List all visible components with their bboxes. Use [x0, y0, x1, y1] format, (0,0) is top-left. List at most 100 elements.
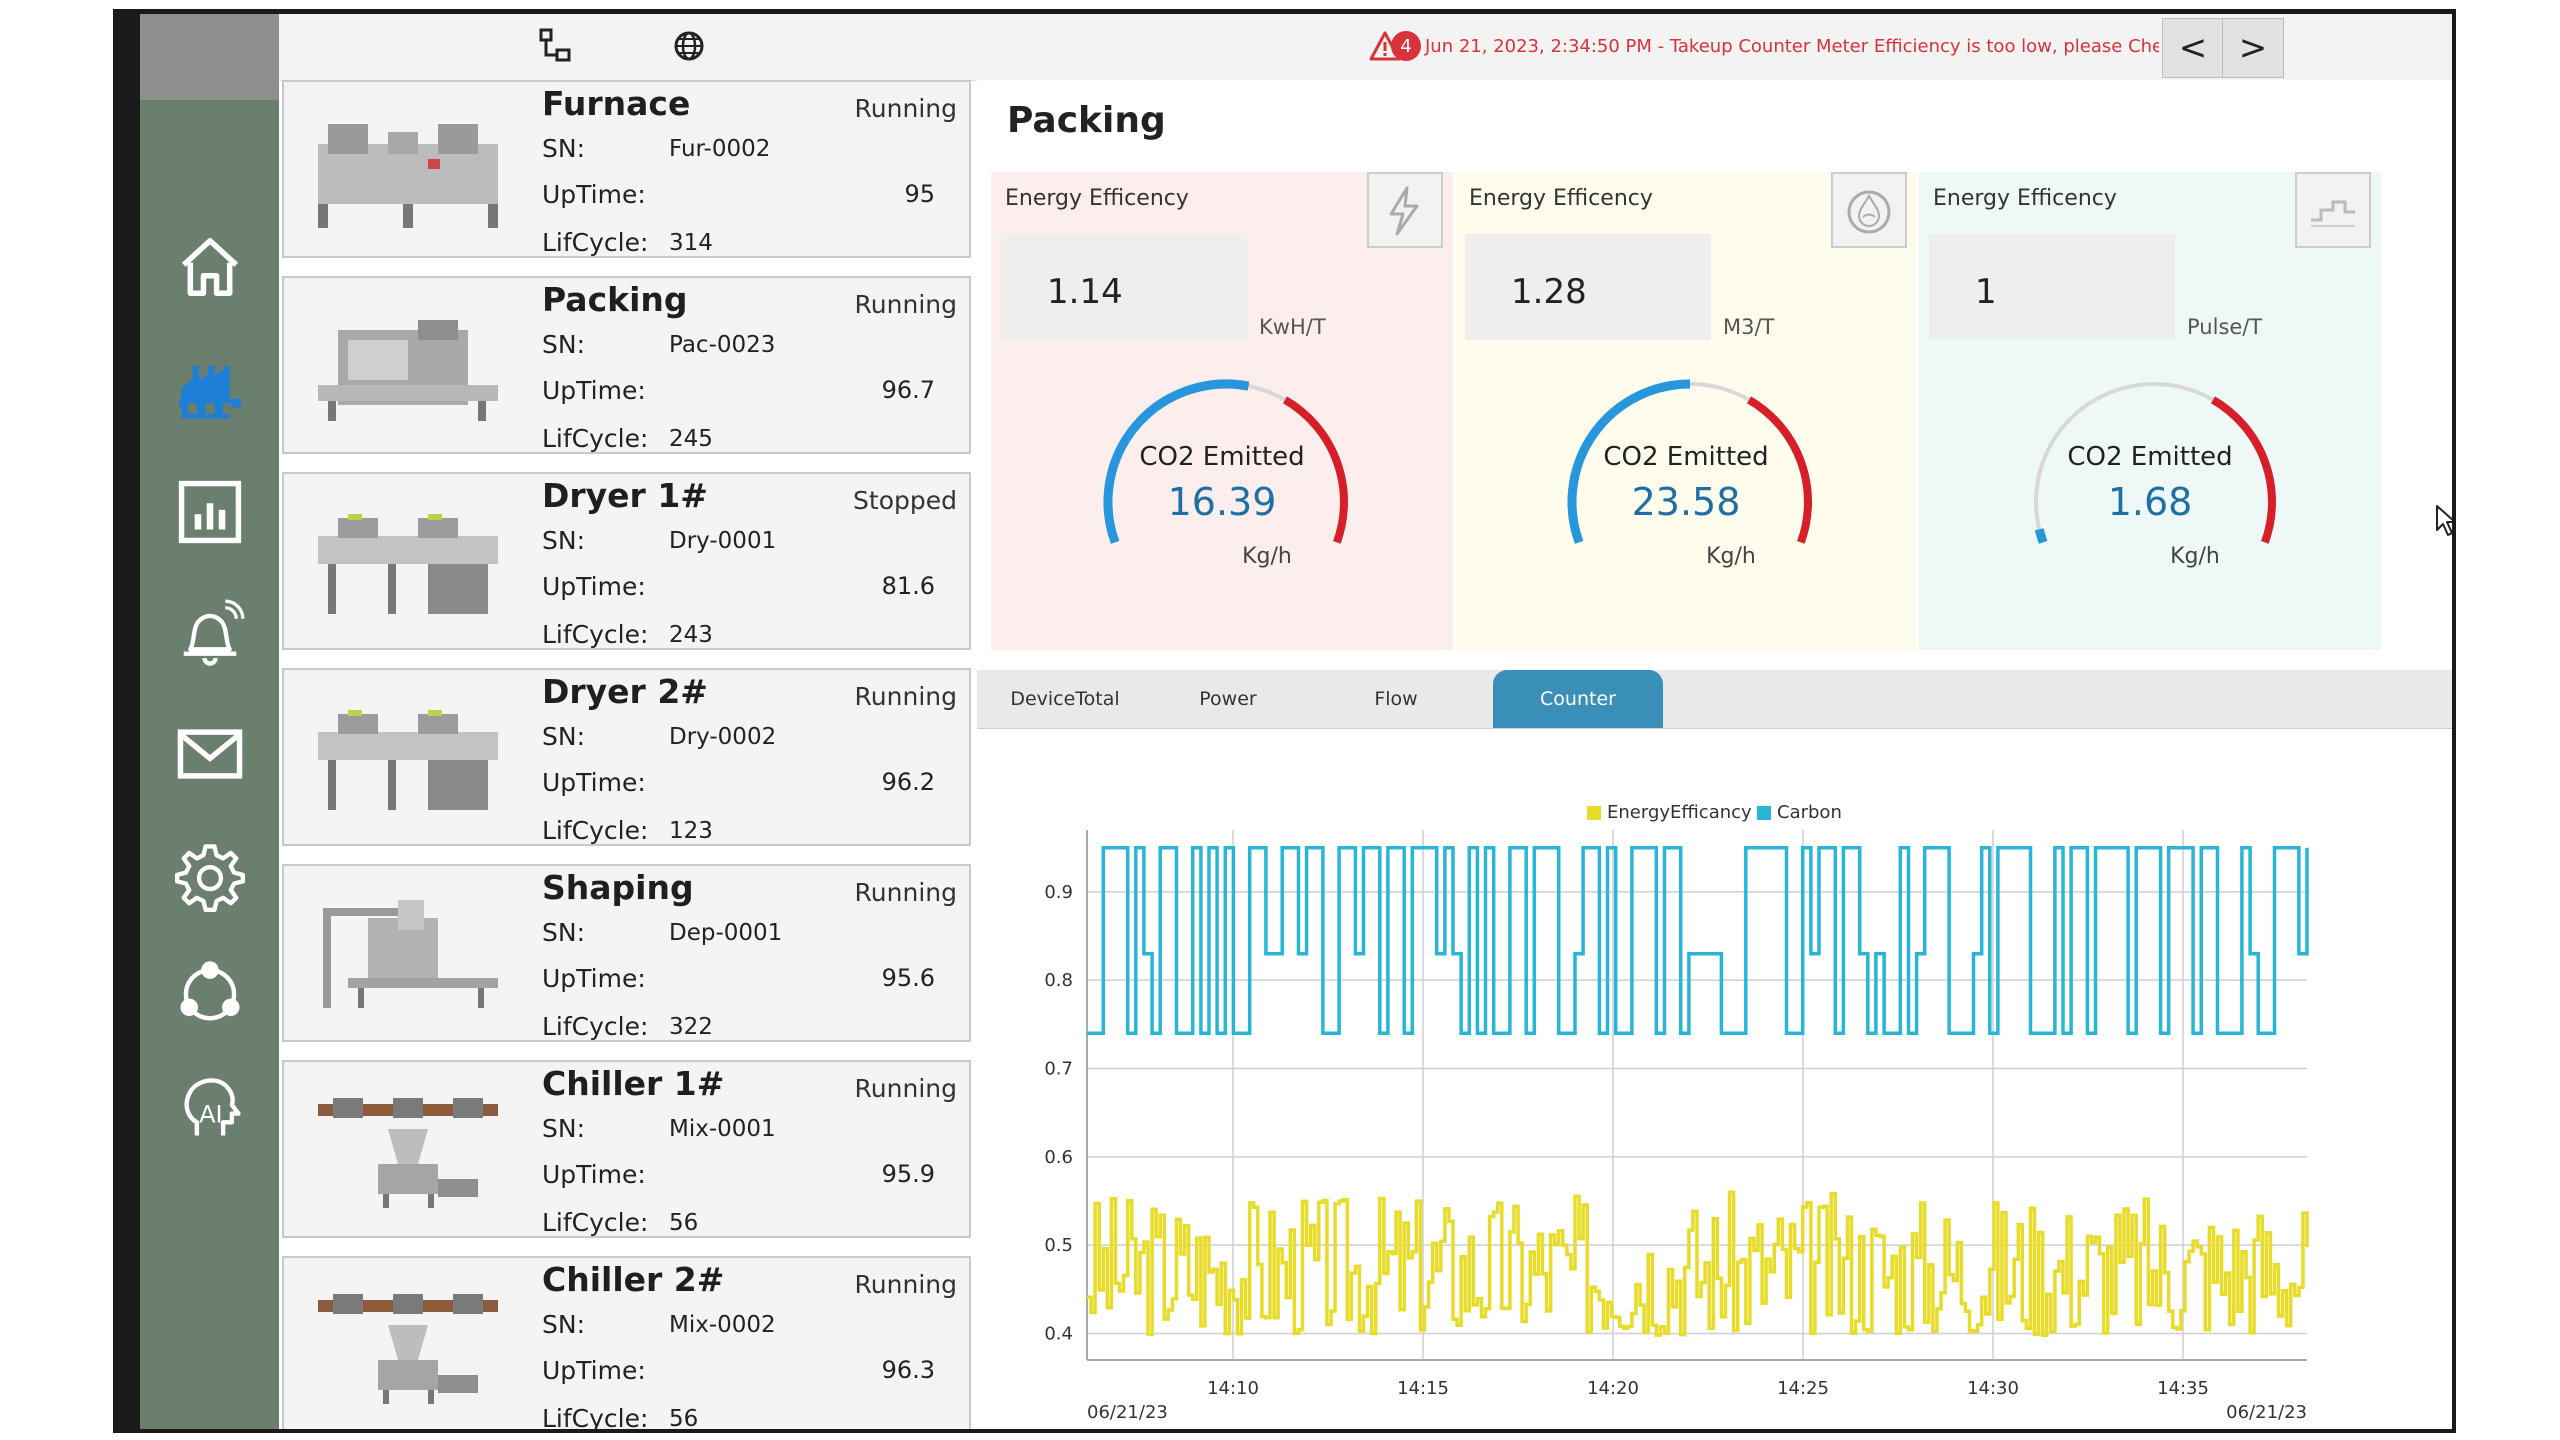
device-uptime: 95 — [904, 180, 935, 208]
device-name: Packing — [542, 280, 688, 319]
energy-value-box — [1465, 234, 1711, 340]
energy-efficiency-label: Energy Efficency — [1005, 186, 1189, 211]
co2-gauge — [1103, 379, 1348, 544]
network-icon[interactable] — [162, 944, 258, 1040]
co2-gauge — [2034, 382, 2276, 544]
co2-unit: Kg/h — [2170, 544, 2220, 569]
lifecycle-label: LifCycle: — [542, 1012, 649, 1041]
next-alarm-button[interactable]: > — [2222, 18, 2284, 78]
device-card[interactable]: Packing Running SN: Pac-0023 UpTime: 96.7 LifC… — [282, 276, 971, 454]
energy-efficiency-label: Energy Efficency — [1933, 186, 2117, 211]
device-sn: Dry-0002 — [669, 724, 777, 750]
energy-card: Energy Efficency 1.14 KwH/T CO2 Emitted 16.3… — [991, 172, 1453, 650]
lifecycle-label: LifCycle: — [542, 1208, 649, 1237]
device-card[interactable]: Dryer 1# Stopped SN: Dry-0001 UpTime: 81.6 Lif… — [282, 472, 971, 650]
gauge-danger-zone — [1282, 396, 1348, 544]
energy-efficiency-value: 1 — [1975, 272, 1997, 312]
y-tick-label: 0.5 — [1044, 1235, 1073, 1256]
device-name: Chiller 2# — [542, 1260, 725, 1299]
x-tick-label: 14:10 — [1207, 1378, 1259, 1399]
energy-type-button[interactable] — [2295, 172, 2371, 248]
uptime-label: UpTime: — [542, 180, 646, 209]
sidebar: AI — [140, 14, 279, 1429]
energy-type-button[interactable] — [1831, 172, 1907, 248]
co2-unit: Kg/h — [1706, 544, 1756, 569]
x-tick-label: 14:35 — [2157, 1378, 2209, 1399]
device-sn: Mix-0002 — [669, 1312, 776, 1338]
prev-alarm-button[interactable]: < — [2162, 18, 2224, 78]
lightning-icon — [1389, 186, 1419, 236]
device-card[interactable]: Furnace Running SN: Fur-0002 UpTime: 95 LifCyc… — [282, 80, 971, 258]
machine-thumbnail — [323, 900, 498, 1008]
tab-devicetotal[interactable]: DeviceTotal — [1010, 688, 1120, 710]
uptime-label: UpTime: — [542, 1356, 646, 1385]
tab-counter[interactable]: Counter — [1493, 670, 1663, 728]
legend-swatch-carbon — [1757, 806, 1771, 820]
factory-icon[interactable] — [162, 342, 258, 438]
top-bar: 4 Jun 21, 2023, 2:34:50 PM - Takeup Coun… — [279, 14, 2452, 81]
sn-label: SN: — [542, 1310, 585, 1339]
device-sn: Fur-0002 — [669, 136, 771, 162]
energy-value-box — [1001, 234, 1247, 340]
series-line-carbon — [1087, 845, 2309, 1035]
energy-efficiency-label: Energy Efficency — [1469, 186, 1653, 211]
gauge-value-arc — [2034, 528, 2048, 544]
tab-flow[interactable]: Flow — [1374, 688, 1418, 710]
y-tick-label: 0.7 — [1044, 1059, 1073, 1080]
device-uptime: 96.3 — [881, 1356, 935, 1384]
device-card[interactable]: Chiller 2# Running SN: Mix-0002 UpTime: 96.3 L… — [282, 1256, 971, 1429]
x-tick-label: 14:25 — [1777, 1378, 1829, 1399]
y-tick-label: 0.8 — [1044, 970, 1073, 991]
y-tick-label: 0.4 — [1044, 1324, 1073, 1345]
globe-icon[interactable] — [669, 26, 709, 66]
device-card[interactable]: Chiller 1# Running SN: Mix-0001 UpTime: 95.9 L… — [282, 1060, 971, 1238]
report-chart-icon[interactable] — [162, 464, 258, 560]
machine-thumbnail — [318, 710, 498, 810]
uptime-label: UpTime: — [542, 1160, 646, 1189]
device-uptime: 95.6 — [881, 964, 935, 992]
device-status: Running — [854, 878, 957, 907]
x-tick-label: 14:15 — [1397, 1378, 1449, 1399]
energy-type-button[interactable] — [1367, 172, 1443, 248]
alarm-banner[interactable]: 4 Jun 21, 2023, 2:34:50 PM - Takeup Coun… — [1369, 28, 2159, 64]
energy-efficiency-unit: M3/T — [1723, 315, 1775, 339]
legend-label-carbon: Carbon — [1777, 802, 1842, 823]
machine-thumbnail — [318, 320, 498, 421]
co2-value: 23.58 — [1631, 480, 1741, 524]
device-name: Shaping — [542, 868, 694, 907]
gauge-danger-zone — [2210, 396, 2276, 544]
sn-label: SN: — [542, 918, 585, 947]
settings-icon[interactable] — [162, 829, 258, 925]
device-sn: Mix-0001 — [669, 1116, 776, 1142]
ai-icon[interactable]: AI — [162, 1059, 258, 1155]
sn-label: SN: — [542, 722, 585, 751]
co2-gauge — [1567, 379, 1812, 544]
sn-label: SN: — [542, 1114, 585, 1143]
device-lifecycle: 56 — [669, 1210, 699, 1236]
device-card[interactable]: Dryer 2# Running SN: Dry-0002 UpTime: 96.2 Lif… — [282, 668, 971, 846]
lifecycle-label: LifCycle: — [542, 228, 649, 257]
device-status: Stopped — [853, 486, 957, 515]
home-icon[interactable] — [162, 219, 258, 315]
sidebar-header — [140, 14, 279, 100]
device-status: Running — [854, 682, 957, 711]
device-lifecycle: 123 — [669, 818, 713, 844]
x-tick-label: 14:30 — [1967, 1378, 2019, 1399]
legend-swatch-energy — [1587, 806, 1601, 820]
device-lifecycle: 314 — [669, 230, 713, 256]
mail-icon[interactable] — [162, 706, 258, 802]
energy-efficiency-value: 1.14 — [1047, 272, 1123, 312]
hmi-screen: AI 4 Jun 21, 2023, 2:34:50 PM - Takeup C… — [140, 14, 2452, 1429]
device-lifecycle: 243 — [669, 622, 713, 648]
tab-power[interactable]: Power — [1199, 688, 1257, 710]
uptime-label: UpTime: — [542, 768, 646, 797]
energy-card: Energy Efficency 1 Pulse/T CO2 Emitted 1.68 K… — [1919, 172, 2381, 650]
energy-efficiency-unit: Pulse/T — [2187, 315, 2263, 339]
sn-label: SN: — [542, 526, 585, 555]
device-name: Chiller 1# — [542, 1064, 725, 1103]
alarm-bell-icon[interactable] — [162, 586, 258, 682]
device-tree-icon[interactable] — [535, 26, 575, 66]
device-lifecycle: 245 — [669, 426, 713, 452]
gauge-value-arc — [1103, 379, 1250, 544]
device-card[interactable]: Shaping Running SN: Dep-0001 UpTime: 95.6 LifC… — [282, 864, 971, 1042]
